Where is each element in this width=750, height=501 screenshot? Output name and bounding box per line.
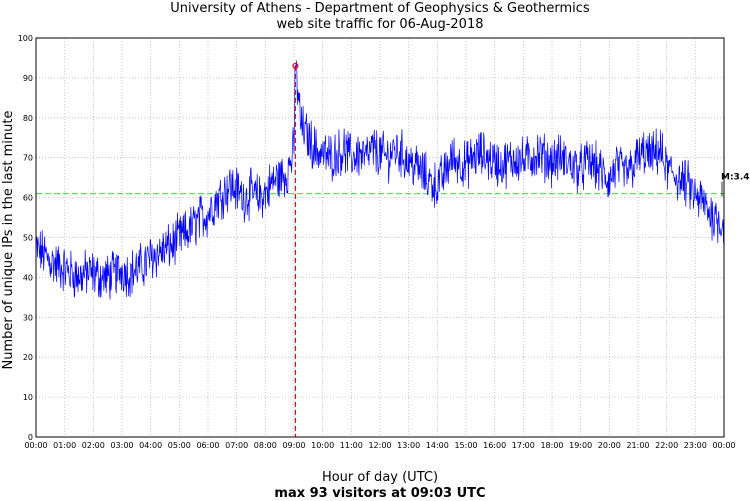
x-tick-label: 01:00	[53, 441, 76, 450]
y-tick-labels: 0 10 20 30 40 50 60 70 80 90 100	[18, 34, 33, 442]
x-tick-label: 14:00	[426, 441, 449, 450]
annotations: M:3.4	[292, 62, 750, 197]
mean-annotation-label: M:3.4	[721, 173, 750, 183]
y-tick-label: 90	[23, 74, 33, 83]
series-group	[35, 60, 725, 300]
x-tick-label: 12:00	[368, 441, 391, 450]
x-tick-label: 00:00	[24, 441, 47, 450]
x-tick-label: 00:00	[712, 441, 735, 450]
y-tick-label: 70	[23, 154, 33, 163]
y-tick-label: 60	[23, 194, 33, 203]
x-tick-label: 16:00	[483, 441, 506, 450]
max-point-marker	[292, 62, 299, 70]
x-tick-label: 18:00	[540, 441, 563, 450]
y-tick-label: 80	[23, 114, 33, 123]
grid-lines	[35, 37, 725, 438]
series-line	[35, 60, 725, 300]
chart-footer: max 93 visitors at 09:03 UTC	[274, 486, 485, 501]
x-tick-label: 03:00	[110, 441, 133, 450]
x-tick-label: 07:00	[225, 441, 248, 450]
y-tick-label: 40	[23, 273, 33, 282]
x-tick-label: 06:00	[196, 441, 219, 450]
x-tick-label: 15:00	[454, 441, 477, 450]
y-axis-label: Number of unique IPs in the last minute	[1, 111, 16, 370]
x-tick-label: 05:00	[168, 441, 191, 450]
x-tick-label: 19:00	[569, 441, 592, 450]
x-tick-label: 20:00	[598, 441, 621, 450]
y-tick-label: 20	[23, 353, 33, 362]
chart-subtitle: web site traffic for 06-Aug-2018	[277, 17, 484, 32]
x-tick-label: 09:00	[282, 441, 305, 450]
x-tick-label: 08:00	[254, 441, 277, 450]
y-tick-label: 100	[18, 34, 33, 43]
y-tick-label: 0	[28, 433, 33, 442]
x-tick-label: 11:00	[340, 441, 363, 450]
chart-title: University of Athens - Department of Geo…	[170, 1, 590, 16]
x-tick-label: 13:00	[397, 441, 420, 450]
x-tick-label: 04:00	[139, 441, 162, 450]
plot-frame	[35, 37, 725, 438]
x-axis-label: Hour of day (UTC)	[322, 470, 438, 485]
x-tick-label: 02:00	[82, 441, 105, 450]
x-tick-label: 22:00	[655, 441, 678, 450]
x-tick-label: 21:00	[626, 441, 649, 450]
y-tick-label: 30	[23, 313, 33, 322]
y-tick-label: 50	[23, 234, 33, 243]
x-tick-label: 10:00	[311, 441, 334, 450]
x-tick-labels: 00:00 01:00 02:00 03:00 04:00 05:00 06:00 07:00…	[24, 441, 735, 450]
x-tick-label: 23:00	[684, 441, 707, 450]
y-tick-label: 10	[23, 393, 33, 402]
x-tick-label: 17:00	[512, 441, 535, 450]
